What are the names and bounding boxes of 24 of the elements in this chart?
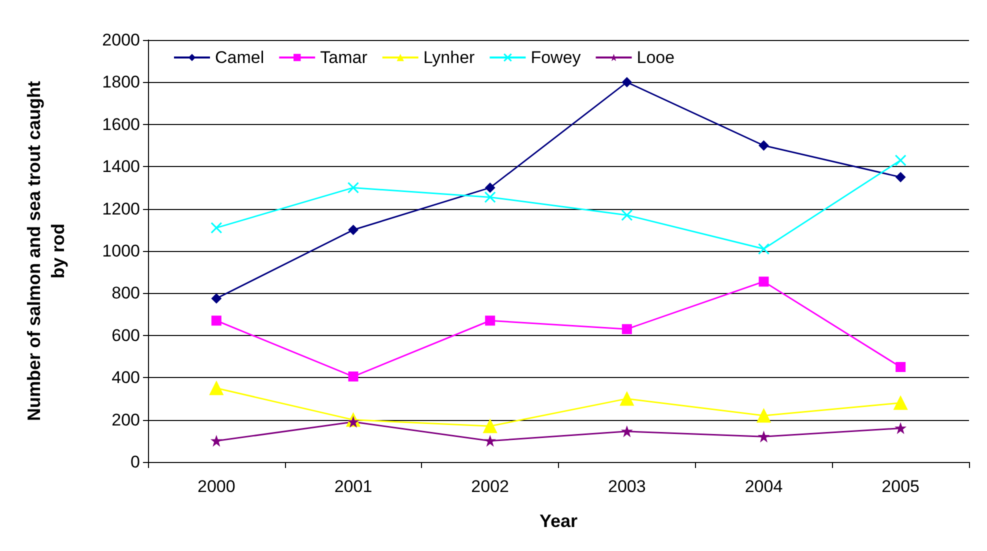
legend-label: Camel — [215, 48, 264, 67]
y-tick-label: 1400 — [102, 157, 140, 176]
y-tick-label: 800 — [112, 284, 140, 303]
y-tick-label: 1200 — [102, 199, 140, 218]
y-tick-label: 1600 — [102, 114, 140, 134]
x-tick-label: 2000 — [198, 477, 236, 496]
y-tick-label: 1800 — [102, 72, 140, 92]
x-tick-label: 2002 — [471, 477, 509, 496]
legend-label: Fowey — [530, 48, 582, 67]
y-axis-title: Number of salmon and sea trout caught by rod — [24, 80, 68, 422]
y-tick-label: 2000 — [102, 30, 140, 50]
y-tick-label: 400 — [112, 368, 140, 388]
legend-label: Lynher — [423, 48, 476, 67]
x-tick-label: 2005 — [882, 477, 920, 496]
x-tick-label: 2003 — [608, 477, 646, 496]
y-tick-label: 0 — [130, 452, 140, 472]
x-tick-label: 2004 — [744, 477, 783, 496]
legend-label: Looe — [636, 48, 675, 67]
y-tick-label: 200 — [112, 410, 140, 430]
y-tick-label: 600 — [112, 326, 140, 345]
x-tick-label: 2001 — [334, 477, 372, 496]
legend-label: Tamar — [320, 48, 368, 67]
y-tick-label: 1000 — [102, 242, 140, 260]
x-axis-title: Year — [539, 511, 578, 531]
